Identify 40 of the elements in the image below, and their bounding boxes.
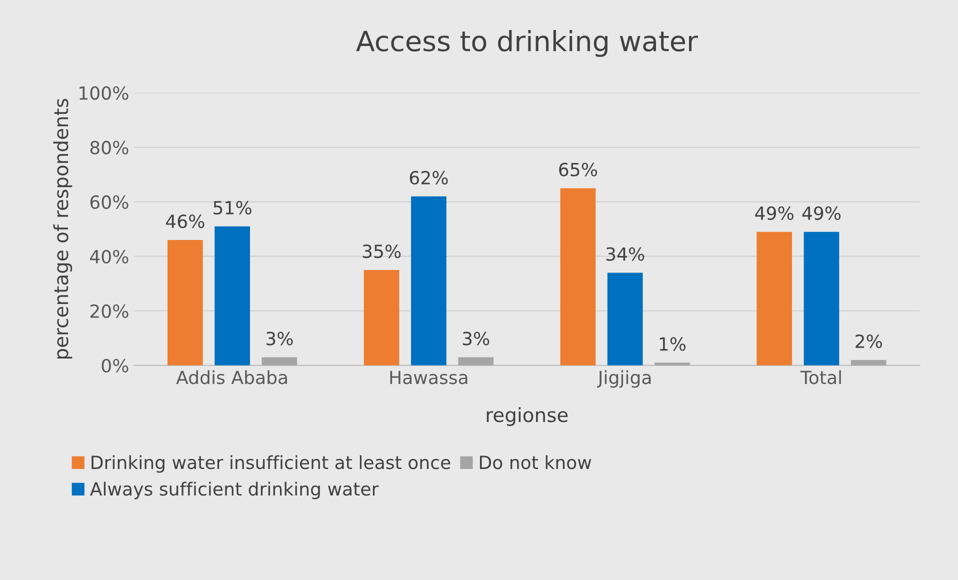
- bar: [214, 226, 250, 366]
- y-tick-label: 0%: [102, 358, 128, 373]
- bar: [411, 196, 446, 366]
- x-tick-label: Addis Ababa: [176, 370, 287, 384]
- data-label: 3%: [462, 332, 490, 346]
- y-tick-label: 40%: [90, 250, 128, 264]
- x-tick-label: Jigjiga: [596, 370, 651, 388]
- x-axis-title: regionse: [486, 407, 568, 426]
- bar: [262, 357, 298, 366]
- bar: [850, 360, 886, 366]
- data-label: 34%: [606, 247, 644, 261]
- bar: [168, 240, 203, 366]
- y-axis-title: percentage of respondents: [53, 98, 72, 359]
- y-tick-label: 60%: [90, 195, 128, 209]
- legend-label: Always sufficient drinking water: [90, 482, 379, 500]
- data-label: 49%: [802, 206, 841, 220]
- y-tick-label: 20%: [90, 304, 128, 318]
- bar: [804, 232, 840, 366]
- bar: [560, 188, 596, 366]
- data-label: 2%: [856, 334, 882, 348]
- bar: [756, 232, 792, 366]
- x-tick-label: Total: [800, 370, 841, 384]
- bar: [654, 362, 690, 366]
- data-label: 46%: [166, 214, 204, 228]
- data-label: 51%: [214, 200, 252, 215]
- data-label: 3%: [266, 332, 293, 346]
- data-label: 65%: [559, 162, 598, 176]
- y-tick-label: 100%: [80, 86, 128, 100]
- x-tick-label: Hawassa: [390, 370, 468, 384]
- bar: [458, 357, 494, 366]
- legend-label: Do not know: [480, 455, 592, 470]
- chart-title: Access to drinking water: [356, 30, 698, 57]
- data-label: 35%: [362, 244, 401, 258]
- bar: [364, 270, 400, 366]
- legend-label: Drinking water insufficient at least once: [92, 455, 450, 473]
- data-label: 62%: [410, 170, 448, 185]
- data-label: 1%: [660, 337, 686, 351]
- bar: [607, 272, 643, 366]
- data-label: 49%: [755, 206, 794, 220]
- y-tick-label: 80%: [90, 140, 128, 154]
